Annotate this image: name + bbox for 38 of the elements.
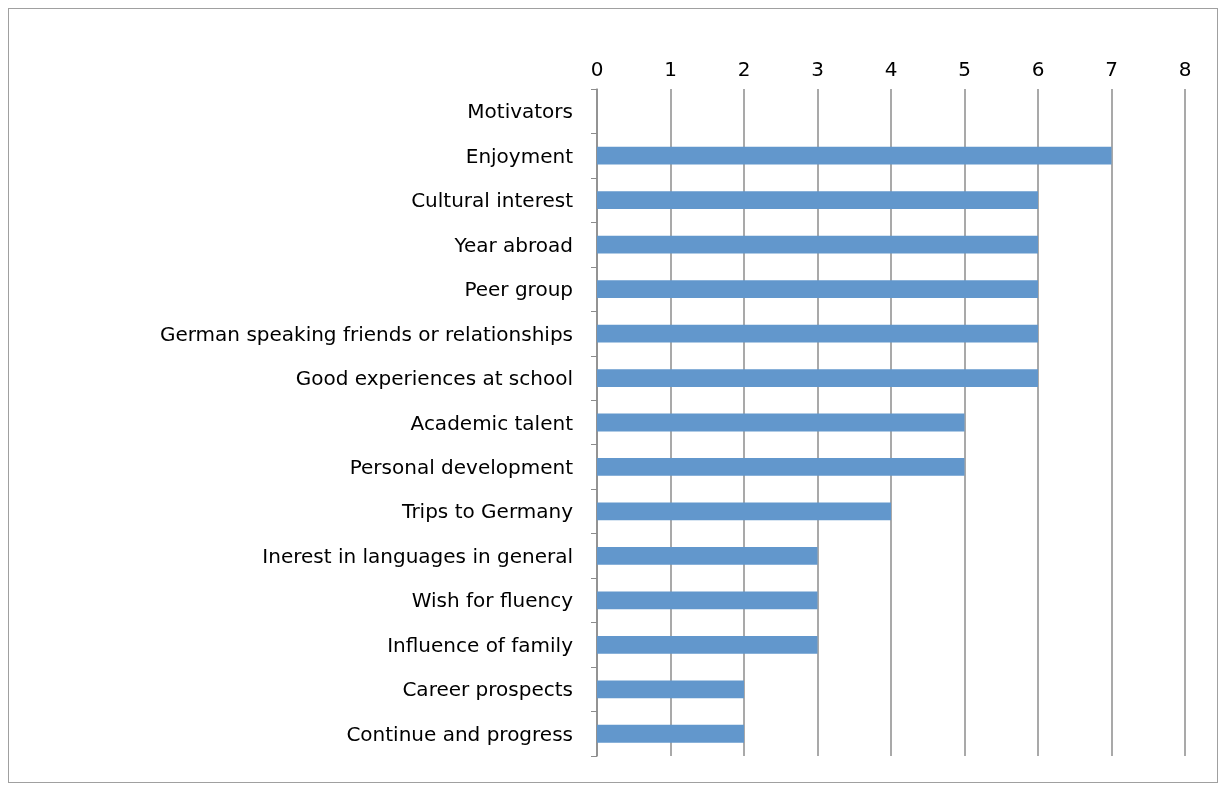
x-tick-label: 7 — [1105, 57, 1118, 81]
y-tick-label: Cultural interest — [411, 188, 574, 213]
bar — [597, 324, 1038, 343]
y-tick-label: Wish for fluency — [411, 588, 574, 613]
x-tick-label: 0 — [590, 57, 604, 81]
y-tick-label: Influence of family — [387, 632, 574, 657]
x-tick-label: 5 — [958, 57, 971, 81]
bar — [597, 191, 1038, 210]
bar — [597, 235, 1038, 254]
y-tick-label: Career prospects — [402, 677, 573, 702]
bar — [597, 591, 818, 610]
bar — [597, 280, 1038, 298]
bar — [597, 146, 1112, 165]
y-tick-label: Academic talent — [410, 410, 574, 435]
y-tick-label: Motivators — [467, 99, 573, 124]
bar — [597, 458, 965, 476]
y-tick-label: Good experiences at school — [295, 366, 573, 391]
x-tick-label: 8 — [1178, 57, 1192, 81]
x-tick-label: 2 — [737, 57, 751, 81]
bar — [597, 680, 744, 699]
bar — [597, 724, 744, 743]
bar — [597, 413, 965, 432]
y-tick-label: Enjoyment — [465, 143, 574, 168]
x-tick-label: 3 — [811, 57, 824, 81]
y-tick-label: Year abroad — [453, 232, 573, 257]
y-tick-label: Inerest in languages in general — [262, 543, 573, 568]
x-tick-label: 1 — [664, 57, 677, 81]
bar — [597, 547, 818, 565]
bar — [597, 502, 891, 521]
bar — [597, 369, 1038, 387]
bar — [597, 635, 818, 654]
y-tick-label: Personal development — [349, 454, 574, 479]
y-tick-label: Trips to Germany — [401, 499, 574, 524]
y-tick-label: Peer group — [464, 277, 573, 302]
y-tick-label: Continue and progress — [346, 721, 573, 746]
x-tick-label: 6 — [1031, 57, 1045, 81]
x-tick-label: 4 — [884, 57, 898, 81]
y-tick-label: German speaking friends or relationships — [159, 321, 573, 346]
